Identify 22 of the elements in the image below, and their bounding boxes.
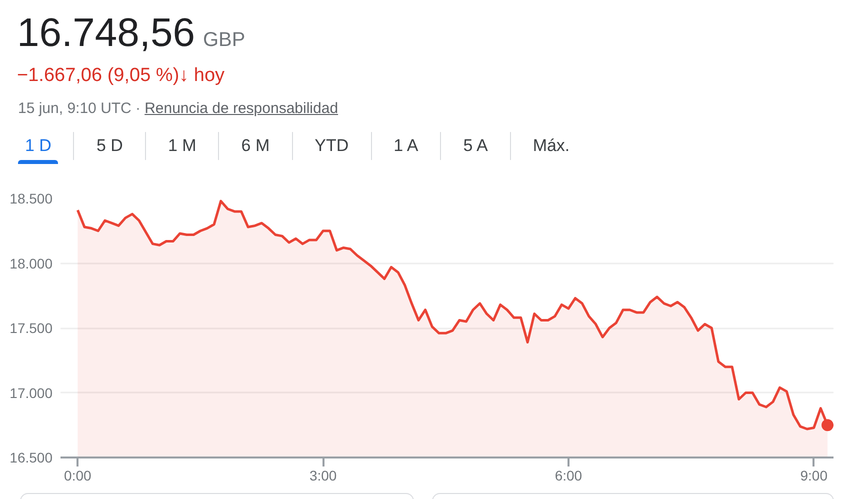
text: 5 D [96, 134, 123, 157]
text: Renuncia de responsabilidad [144, 100, 338, 117]
x-tick-label: 6:00 [554, 468, 582, 484]
text: −1.667,06 (9,05 %)↓ hoy [17, 65, 225, 87]
text: 1 A [394, 134, 418, 157]
text: 1 D [25, 134, 52, 157]
text: YTD [314, 134, 349, 157]
text: 1 M [168, 134, 196, 157]
y-tick-label: 17.500 [10, 320, 53, 336]
x-tick-label: 9:00 [800, 468, 828, 484]
x-tick-label: 0:00 [64, 468, 92, 484]
text: 5 A [463, 134, 488, 157]
y-tick-label: 16.500 [10, 450, 53, 466]
y-tick-label: 17.000 [10, 384, 53, 401]
chart-title: 16.748,56 [17, 10, 195, 56]
chart-subtitle: GBP [202, 28, 246, 53]
x-tick-label: 3:00 [309, 468, 337, 484]
text: 6 M [241, 134, 270, 157]
y-tick-label: 18.000 [10, 255, 53, 272]
text: Máx. [532, 134, 570, 157]
y-tick-label: 18.500 [10, 190, 53, 206]
text: 15 jun, 9:10 UTC · [18, 100, 141, 117]
